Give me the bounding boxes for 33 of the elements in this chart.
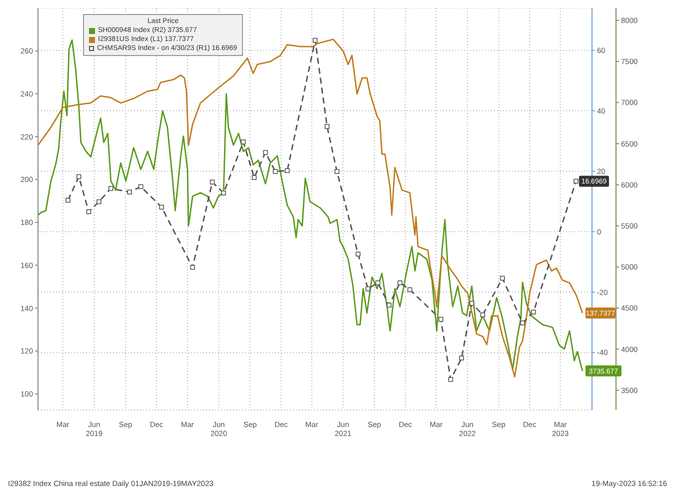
point [531,310,536,314]
point [284,168,290,174]
point [398,280,402,286]
point [252,175,257,180]
point [375,280,380,286]
point [96,199,102,204]
point [386,302,392,308]
point [480,312,486,318]
point [500,276,505,281]
point [324,124,330,129]
point [66,198,70,203]
point [210,180,215,184]
point [448,377,454,382]
point [108,186,114,191]
point [190,264,195,270]
point [469,300,474,306]
point [334,169,340,174]
point [520,320,525,326]
point [272,169,278,174]
point [159,204,164,210]
point [138,184,144,190]
point [240,140,246,144]
point [407,287,412,292]
point [263,150,268,155]
point [574,178,578,184]
point [438,316,444,322]
point [312,38,318,43]
point [127,190,132,194]
point [366,286,370,292]
point [356,252,360,256]
point [76,174,82,180]
point [221,190,226,196]
point [86,209,92,214]
